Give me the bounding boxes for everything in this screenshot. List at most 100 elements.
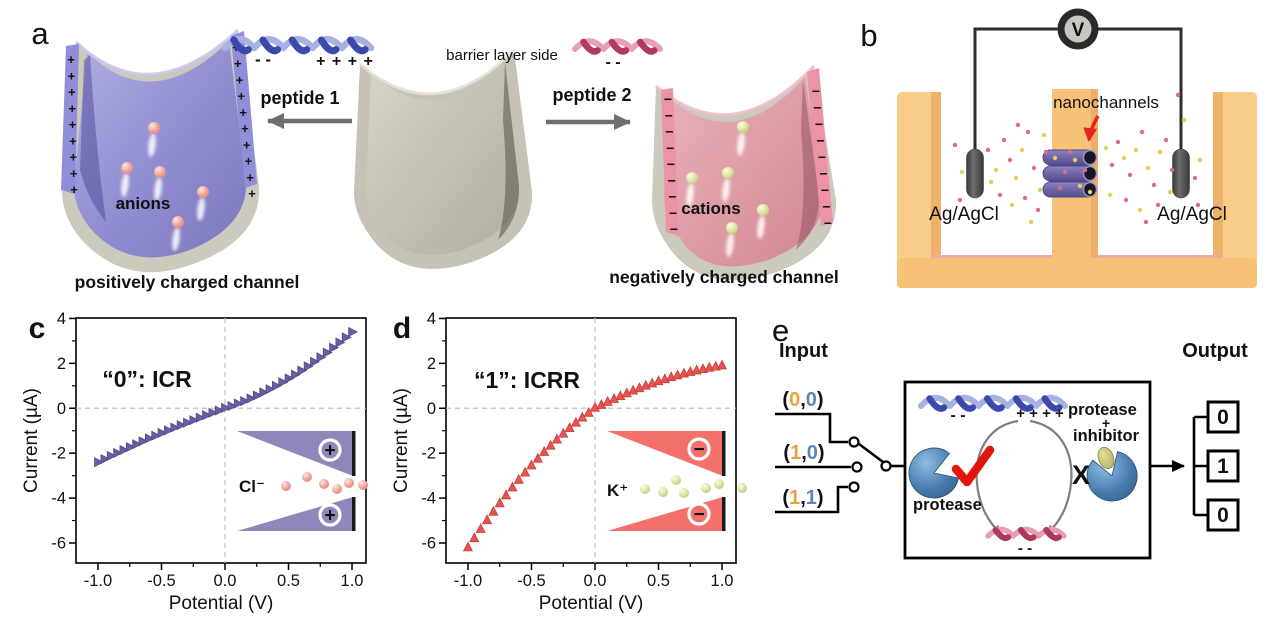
wall-charge-mark: −	[821, 182, 829, 198]
ion-dot	[988, 179, 994, 185]
barrier-layer-label: barrier layer side	[446, 47, 558, 64]
cell-left-wall	[897, 92, 941, 260]
y-tick-label: 4	[57, 310, 66, 328]
wall-charge-mark: +	[238, 89, 246, 104]
data-point-marker	[144, 433, 155, 444]
data-point-marker	[310, 356, 320, 367]
electrode-left-icon	[966, 148, 984, 199]
substrate-peptide-helix-icon	[918, 394, 1068, 412]
data-point-marker	[214, 405, 225, 416]
data-point-marker	[233, 398, 244, 409]
wall-charge-mark: −	[666, 140, 674, 156]
cell-left-wall-edge	[931, 92, 941, 260]
data-point-marker	[341, 332, 352, 343]
wall-charge-mark: −	[818, 149, 826, 165]
x-tick-label: 0.0	[214, 572, 237, 590]
protease-top-label: protease	[1068, 401, 1137, 419]
ion-dot	[1057, 185, 1063, 191]
wall-charge-mark: +	[246, 170, 254, 185]
panel-label-c: c	[29, 312, 46, 345]
wall-charge-mark: +	[245, 154, 253, 169]
ion-sphere	[737, 121, 749, 133]
ion-tail	[172, 227, 180, 251]
ion-dot	[1028, 219, 1034, 225]
helix1-negative-charges: - -	[255, 50, 271, 69]
ion-sphere	[172, 216, 184, 228]
data-point-marker	[113, 447, 124, 459]
cations-label: cations	[681, 199, 741, 218]
ion-dot	[1133, 147, 1139, 153]
cell-base	[897, 258, 1257, 288]
channel-shadow	[796, 80, 820, 250]
box-helix-negative-charges: - -	[950, 407, 965, 424]
inset-charge-symbol: −	[693, 440, 704, 461]
output-branch-lines	[1192, 415, 1208, 517]
wall-charge-mark: +	[69, 133, 77, 148]
wire-right	[1096, 27, 1183, 150]
data-point-marker	[494, 497, 505, 508]
ion-dot	[952, 142, 958, 148]
panel-a: a +++++++++++++++++++ −−−−	[31, 16, 838, 292]
ion-dot	[1139, 129, 1145, 135]
y-tick-label: -4	[51, 490, 66, 508]
data-point-marker	[195, 412, 206, 423]
data-point-marker	[501, 489, 512, 500]
helix-front-strand	[580, 38, 658, 55]
inset-ion-sphere	[281, 481, 291, 491]
y-tick-label: -4	[421, 490, 436, 508]
data-point-marker	[583, 406, 594, 417]
charged-wall-strip-left	[61, 44, 79, 194]
data-point-marker	[227, 400, 238, 412]
ion-sphere	[726, 222, 738, 234]
ion-dot	[1137, 207, 1143, 213]
wall-charge-mark: −	[669, 205, 677, 221]
ion-dot	[1009, 202, 1015, 208]
x-tick-label: -0.5	[517, 572, 545, 590]
y-axis-title: Current (µA)	[21, 388, 42, 493]
ion-dot	[1143, 219, 1149, 225]
inset-ion-sphere	[344, 478, 354, 488]
channel-inner-surface	[664, 77, 824, 267]
electrode-right-label: Ag/AgCl	[1157, 204, 1227, 225]
wire-left	[973, 27, 1060, 150]
switch-contact-2	[851, 461, 863, 473]
ion-sphere	[757, 204, 769, 216]
inhibitor-label: inhibitor	[1073, 427, 1140, 445]
check-icon	[951, 445, 995, 487]
inset-ion-sphere	[737, 483, 747, 493]
inset-ion-label: Cl⁻	[239, 477, 265, 496]
bare-channel-illustration	[354, 48, 533, 269]
switch-contact-3	[848, 481, 860, 493]
wall-charge-mark: −	[665, 124, 673, 140]
ion-tail	[148, 133, 156, 157]
x-mark-label: X	[1072, 460, 1090, 490]
inset-wedge-edge	[352, 497, 356, 531]
ion-dot	[1015, 122, 1021, 128]
inset-charge-symbol: −	[693, 505, 704, 526]
switch-pivot	[880, 460, 892, 472]
data-point-marker	[164, 425, 174, 436]
wall-charge-mark: +	[236, 72, 244, 87]
data-point-marker	[558, 427, 569, 438]
ion-dot	[1167, 189, 1173, 195]
protease-enzyme-icon	[908, 447, 959, 499]
inhibited-protease-icon	[1086, 451, 1138, 502]
x-tick-label: 0.0	[584, 572, 607, 590]
ion-dot	[993, 167, 999, 173]
input-title: Input	[779, 340, 828, 362]
plus-label: +	[1102, 415, 1110, 431]
ion-dot	[1077, 183, 1083, 189]
x-axis-title: Potential (V)	[539, 593, 644, 614]
ion-dot	[1072, 157, 1078, 163]
inhibitor-molecule-icon	[1097, 446, 1115, 470]
wall-charge-mark: −	[822, 199, 830, 215]
data-point-marker	[259, 387, 270, 398]
data-point-marker	[329, 342, 340, 353]
data-point-marker	[615, 390, 626, 400]
ion-dot	[1067, 149, 1073, 155]
input-label-00: (0,0)	[782, 389, 823, 411]
data-point-marker	[577, 411, 588, 422]
panel-b: b V nanochannels Ag/AgCl Ag/AgCl	[860, 8, 1257, 288]
input-switch	[775, 412, 905, 514]
